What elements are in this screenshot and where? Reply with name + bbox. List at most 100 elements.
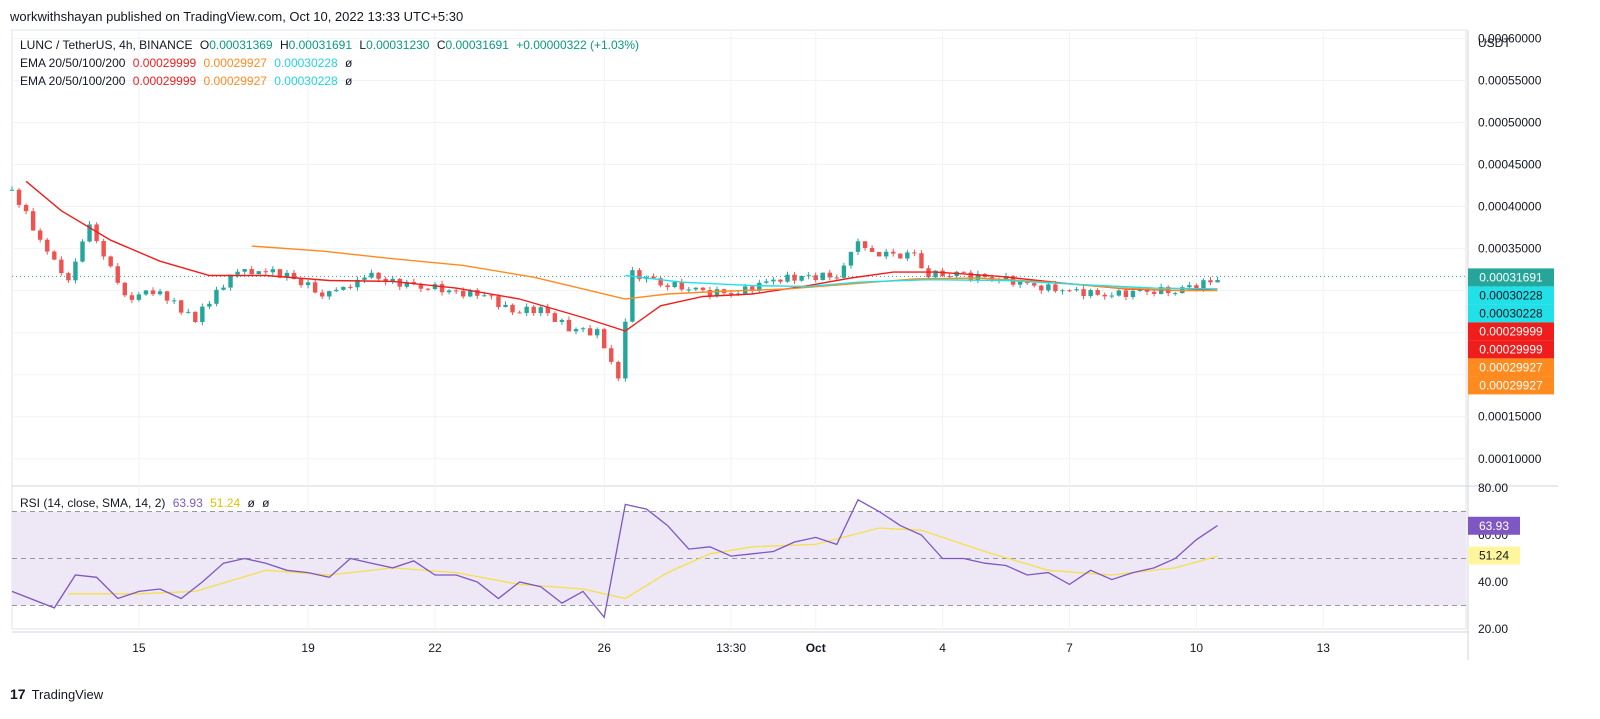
candle-body xyxy=(848,251,854,266)
ema-label: EMA 20/50/100/200 xyxy=(20,74,126,88)
candle-body xyxy=(45,239,50,252)
low-value: 0.00031230 xyxy=(366,38,430,52)
candle-body xyxy=(369,272,374,278)
tradingview-logo-icon: 17 xyxy=(10,686,26,702)
price-tick-label: 0.00040000 xyxy=(1478,200,1542,214)
candle-body xyxy=(616,361,621,379)
candle-body xyxy=(1144,289,1150,292)
candle-body xyxy=(1088,290,1093,297)
candle-body xyxy=(439,284,445,293)
candle-body xyxy=(750,286,755,291)
low-label: L xyxy=(359,38,367,52)
rsi-value: 63.93 xyxy=(172,496,203,510)
candle-body xyxy=(1032,283,1037,286)
rsi-legend[interactable]: RSI (14, close, SMA, 14, 2) 63.93 51.24 … xyxy=(20,496,274,510)
candle-body xyxy=(1215,280,1220,283)
candle-body xyxy=(129,295,135,300)
change-value: +0.00000322 (+1.03%) xyxy=(516,38,639,52)
candle-body xyxy=(672,281,677,288)
candle-body xyxy=(348,286,353,288)
symbol-legend[interactable]: LUNC / TetherUS, 4h, BINANCE O0.00031369… xyxy=(20,38,643,52)
candle-body xyxy=(975,273,981,280)
candle-body xyxy=(263,271,268,273)
candle-body xyxy=(912,252,917,254)
high-value: 0.00031691 xyxy=(288,38,353,52)
candle-body xyxy=(1046,284,1051,291)
candle-body xyxy=(820,272,825,281)
candle-body xyxy=(418,283,424,289)
candle-body xyxy=(538,307,543,314)
rsi-extra-value: ø xyxy=(247,496,255,510)
candle-body xyxy=(242,268,247,272)
ema-line xyxy=(25,180,1218,332)
ema20-value: 0.00029999 xyxy=(132,56,197,70)
time-tick-label: 10 xyxy=(1190,641,1204,655)
price-label-box xyxy=(1468,268,1554,287)
candle-body xyxy=(1208,280,1213,283)
candle-body xyxy=(947,276,952,278)
candle-body xyxy=(1053,284,1058,292)
symbol-name[interactable]: LUNC / TetherUS, 4h, BINANCE xyxy=(20,38,193,52)
rsi-sma-line xyxy=(68,527,1218,600)
candle-body xyxy=(404,281,409,287)
rsi-sma-label: 51.24 xyxy=(1479,549,1509,563)
candle-body xyxy=(778,279,783,282)
price-tick-label: 0.00060000 xyxy=(1478,31,1542,45)
candle-body xyxy=(1187,285,1192,288)
candle-body xyxy=(432,284,438,290)
candle-body xyxy=(573,329,579,332)
candle-body xyxy=(214,289,219,304)
candle-body xyxy=(940,270,945,277)
candle-body xyxy=(453,290,459,292)
candle-body xyxy=(1025,281,1030,284)
candle-body xyxy=(30,211,36,231)
candle-body xyxy=(1173,293,1178,295)
ema100-value: 0.00030228 xyxy=(274,56,338,70)
candle-body xyxy=(637,270,642,280)
candle-body xyxy=(658,278,663,286)
candle-body xyxy=(792,274,797,281)
price-tick-label: 0.00055000 xyxy=(1478,73,1542,87)
candle-body xyxy=(1074,289,1079,291)
candle-body xyxy=(594,329,600,336)
time-tick-label: 7 xyxy=(1066,641,1073,655)
price-label-box xyxy=(1468,304,1554,323)
candle-body xyxy=(1137,289,1143,291)
candle-body xyxy=(1081,289,1086,297)
candle-body xyxy=(961,271,966,273)
price-label-text: 0.00029999 xyxy=(1479,342,1543,356)
candle-body xyxy=(813,275,818,281)
candle-body xyxy=(1123,290,1129,297)
candle-body xyxy=(503,304,508,308)
candle-body xyxy=(1060,290,1065,292)
candle-body xyxy=(475,290,480,296)
ema-legend-row[interactable]: EMA 20/50/100/200 0.00029999 0.00029927 … xyxy=(20,56,356,70)
candle-body xyxy=(59,259,64,274)
candle-body xyxy=(1017,281,1023,285)
price-label-box xyxy=(1468,322,1554,341)
ema50-value: 0.00029927 xyxy=(203,56,267,70)
candle-body xyxy=(1130,290,1136,297)
candle-body xyxy=(52,251,57,260)
candle-body xyxy=(580,328,586,330)
candle-body xyxy=(16,189,22,205)
rsi-sma-box xyxy=(1468,546,1520,565)
price-tick-label: 0.00035000 xyxy=(1478,242,1542,256)
open-value: 0.00031369 xyxy=(209,38,273,52)
candle-body xyxy=(207,303,212,307)
ema-legend-row[interactable]: EMA 20/50/100/200 0.00029999 0.00029927 … xyxy=(20,74,356,88)
price-label-box xyxy=(1468,340,1554,359)
price-label-box xyxy=(1468,358,1554,377)
price-tick-label: 0.00045000 xyxy=(1478,158,1542,172)
price-tick-label: 0.00010000 xyxy=(1478,452,1542,466)
candle-body xyxy=(1201,280,1206,289)
price-label-text: 0.00029927 xyxy=(1479,378,1543,392)
candle-body xyxy=(559,319,565,322)
time-tick-label: 22 xyxy=(428,641,442,655)
candle-body xyxy=(1116,290,1122,296)
candle-body xyxy=(517,312,522,314)
candle-body xyxy=(728,293,734,295)
candle-body xyxy=(764,281,769,283)
